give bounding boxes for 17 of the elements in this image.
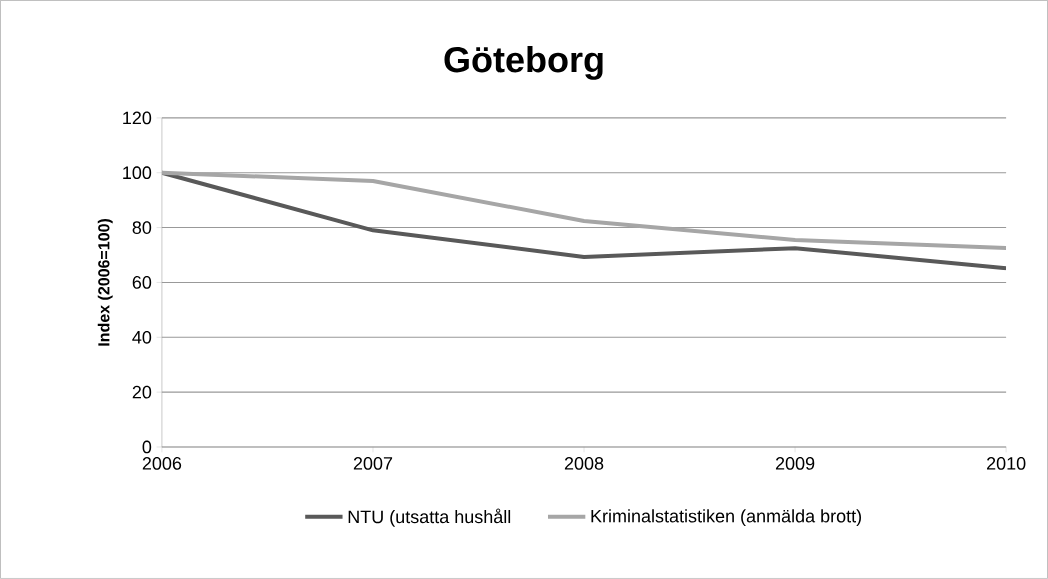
x-tick-label: 2007 [353,457,393,470]
x-tick-label: 2006 [142,457,182,470]
y-tick-label: 0 [142,440,152,454]
x-tick-label: 2008 [564,457,604,470]
x-tick-label: 2010 [987,457,1026,470]
y-tick-label: 80 [132,221,152,235]
legend-label: Kriminalstatistiken (anmälda brott) [591,509,861,527]
y-tick-label: 40 [132,330,152,344]
y-tick-label: 60 [132,276,152,289]
y-axis-title: Index (2006=100) [97,219,113,346]
x-tick-label: 2009 [775,457,815,470]
y-tick-label: 100 [123,166,152,180]
y-tick-label: 120 [123,111,152,125]
legend-label: NTU (utsatta hushåll [348,508,511,527]
y-tick-label: 20 [132,385,152,399]
line-series [161,170,1007,250]
chart-title: Göteborg [444,46,603,80]
